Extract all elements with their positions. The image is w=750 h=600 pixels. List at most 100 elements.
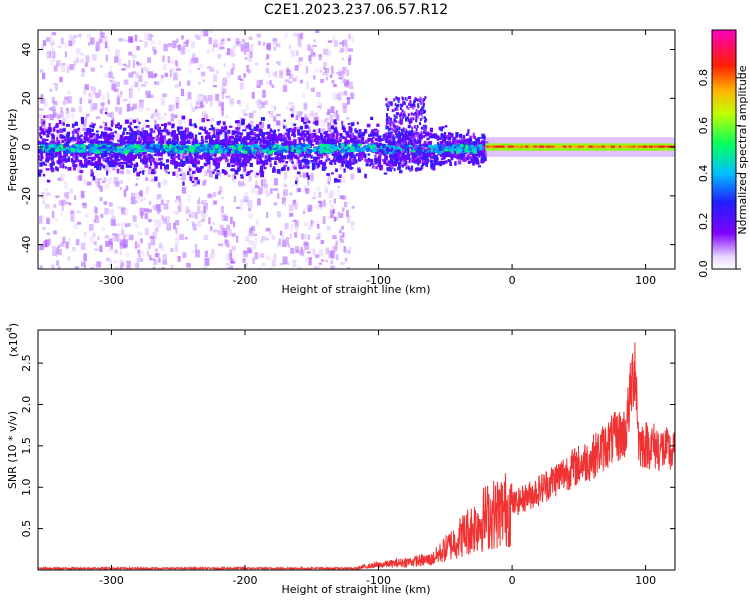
spectrogram-cell bbox=[75, 156, 79, 160]
spectrogram-cell bbox=[146, 148, 151, 152]
spectrogram-cell bbox=[438, 126, 442, 131]
spectrogram-cell bbox=[456, 140, 461, 144]
spectrogram-cell bbox=[261, 160, 265, 165]
spectrogram-cell bbox=[350, 122, 355, 127]
spectrogram-cell bbox=[389, 127, 392, 131]
spectrogram-cell bbox=[271, 259, 276, 267]
spectrogram-cell bbox=[315, 112, 319, 121]
spectrogram-cell bbox=[259, 122, 265, 129]
spectrogram-cell bbox=[348, 161, 352, 166]
spectrogram-cell bbox=[62, 236, 66, 244]
spectrogram-cell bbox=[420, 106, 423, 110]
spectrogram-cell bbox=[54, 146, 58, 149]
spectrogram-cell bbox=[97, 160, 101, 166]
spectrogram-cell bbox=[189, 136, 193, 139]
spectrogram-cell bbox=[51, 155, 54, 160]
spectrogram-cell bbox=[98, 136, 103, 139]
spectrogram-cell bbox=[71, 158, 74, 163]
spectrogram-cell bbox=[206, 147, 210, 151]
spectrogram-cell bbox=[208, 170, 213, 178]
spectrogram-cell bbox=[165, 149, 168, 153]
spectrogram-cell bbox=[191, 141, 195, 146]
spectrogram-cell bbox=[64, 166, 67, 169]
spectrogram-cell bbox=[411, 136, 414, 140]
spectrogram-cell bbox=[299, 161, 302, 166]
spectrogram-cell bbox=[197, 180, 200, 185]
spectrogram-cell bbox=[366, 145, 370, 149]
spectrogram-cell bbox=[200, 146, 204, 150]
spectrogram-cell bbox=[65, 191, 70, 200]
spectrogram-cell bbox=[248, 154, 252, 158]
spectrogram-cell bbox=[218, 148, 224, 152]
spectrogram-cell bbox=[121, 142, 124, 146]
spectrogram-cell bbox=[148, 145, 151, 148]
spectrogram-cell bbox=[431, 151, 435, 155]
spectrogram-cell bbox=[462, 135, 466, 139]
spectrogram-cell bbox=[199, 154, 203, 160]
spectrogram-cell bbox=[328, 140, 333, 145]
spectrogram-cell bbox=[134, 224, 139, 228]
spectrogram-cell bbox=[92, 86, 97, 95]
spectrogram-cell bbox=[80, 73, 84, 77]
spectrogram-cell bbox=[318, 155, 323, 162]
spectrogram-cell bbox=[387, 137, 390, 141]
spectrogram-cell bbox=[231, 130, 235, 134]
spectrogram-cell bbox=[348, 54, 352, 61]
spectrogram-cell bbox=[94, 178, 99, 184]
spectrogram-cell bbox=[186, 171, 190, 176]
spectrogram-cell bbox=[427, 151, 431, 156]
spectrogram-cell bbox=[195, 57, 199, 64]
spectrogram-cell bbox=[430, 157, 433, 160]
spectrogram-cell bbox=[89, 132, 93, 136]
spectrogram-cell bbox=[218, 142, 222, 146]
spectrogram-cell bbox=[430, 163, 434, 168]
spectrogram-cell bbox=[358, 150, 361, 155]
spectrogram-cell bbox=[162, 163, 165, 167]
spectrogram-cell bbox=[94, 216, 100, 223]
spectrogram-cell bbox=[387, 141, 390, 145]
spectrogram-cell bbox=[104, 112, 108, 115]
spectrogram-cell bbox=[140, 147, 145, 151]
spectrogram-cell bbox=[212, 128, 216, 133]
spectrogram-cell bbox=[219, 186, 223, 192]
spectrogram-cell bbox=[63, 144, 68, 150]
spectrogram-cell bbox=[329, 191, 333, 199]
spectrogram-cell bbox=[338, 138, 342, 143]
spectrogram-cell bbox=[181, 187, 187, 194]
spectrogram-cell bbox=[59, 138, 63, 145]
spectrogram-cell bbox=[178, 126, 183, 130]
spectrogram-cell bbox=[194, 154, 199, 157]
spectrogram-cell bbox=[419, 149, 422, 153]
spectrogram-cell bbox=[475, 138, 480, 141]
spectrogram-cell bbox=[281, 167, 284, 172]
spectrogram-cell bbox=[317, 105, 322, 108]
spectrogram-cell bbox=[152, 140, 155, 144]
spectrogram-cell bbox=[338, 153, 342, 159]
spectrogram-cell bbox=[235, 172, 239, 175]
spectrogram-cell bbox=[39, 69, 44, 73]
spectrogram-cell bbox=[101, 154, 104, 159]
spectrogram-cell bbox=[258, 155, 262, 159]
spectrogram-cell bbox=[73, 60, 77, 67]
spectrogram-cell bbox=[181, 115, 186, 120]
spectrogram-cell bbox=[400, 141, 403, 145]
spectrogram-cell bbox=[384, 135, 388, 139]
spectrogram-cell bbox=[399, 154, 402, 158]
spectrogram-cell bbox=[234, 134, 239, 138]
spectrogram-cell bbox=[240, 117, 243, 120]
spectrogram-cell bbox=[134, 241, 138, 249]
spectrogram-cell bbox=[138, 156, 142, 160]
spectrogram-cell bbox=[271, 148, 276, 153]
spectrogram-cell bbox=[301, 148, 307, 152]
spectrogram-cell bbox=[388, 161, 391, 166]
spectrogram-cell bbox=[401, 103, 404, 107]
spectrogram-cell bbox=[352, 158, 355, 163]
spectrogram-cell bbox=[257, 40, 261, 46]
spectrogram-cell bbox=[381, 150, 385, 154]
spectrogram-cell bbox=[262, 89, 266, 98]
spectrogram-cell bbox=[121, 207, 126, 215]
spectrogram-cell bbox=[268, 192, 272, 196]
spectrogram-cell bbox=[282, 148, 286, 152]
spectrogram-cell bbox=[80, 190, 85, 199]
spectrogram-cell bbox=[222, 154, 226, 158]
